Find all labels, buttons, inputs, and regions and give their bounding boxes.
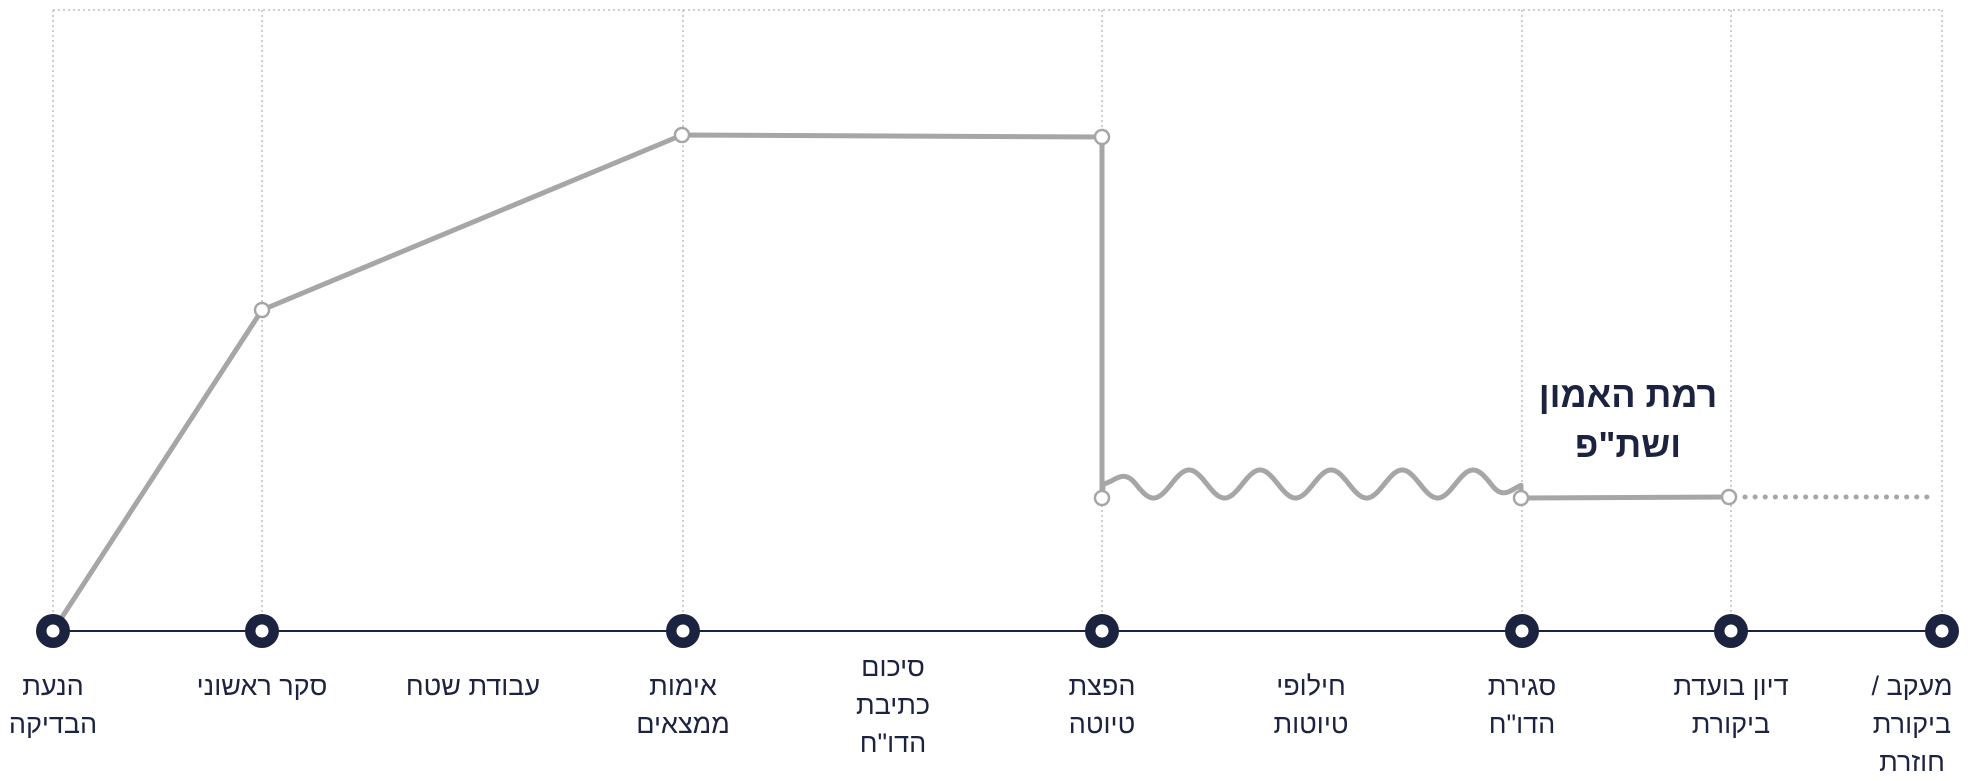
curve-node-1	[253, 301, 271, 319]
curve-node-4	[1093, 489, 1111, 507]
phase-label-2: סיכום כתיבת הדו"ח	[813, 648, 973, 762]
trust-line-flat	[1518, 494, 1732, 501]
curve-node-6	[1720, 488, 1738, 506]
milestone-label-1-line: הנעת	[22, 671, 84, 701]
milestone-label-4-line: טיוטה	[1068, 709, 1136, 739]
milestone-label-7: מעקב / ביקורת חוזרת	[1832, 667, 1987, 781]
phase-label-3-line: טיוטות	[1273, 709, 1349, 739]
phase-label-2-line: סיכום	[861, 652, 925, 682]
phase-label-2-line: הדו"ח	[859, 728, 927, 758]
phase-label-2-line: כתיבת	[855, 690, 931, 720]
trust-line-wave	[1099, 467, 1524, 501]
trust-annotation-line1: רמת האמון	[1538, 374, 1718, 415]
milestone-label-6-line: דיון בועדת	[1673, 671, 1789, 701]
milestone-label-5-line: סגירת	[1487, 671, 1557, 701]
milestone-marker-center-6	[1724, 624, 1738, 638]
phase-label-3-line: חילופי	[1276, 671, 1346, 701]
milestone-label-3-line: אימות	[649, 671, 717, 701]
trust-level-curve	[50, 126, 1935, 634]
phase-label-1: עבודת שטח	[393, 667, 553, 705]
trust-line-rise	[50, 132, 1105, 634]
milestone-marker-center-1	[46, 624, 60, 638]
phase-label-1-line: עבודת שטח	[405, 671, 541, 701]
milestone-label-2: סקר ראשוני	[182, 667, 342, 705]
milestone-label-3-line: ממצאים	[636, 709, 730, 739]
milestone-label-3: אימות ממצאים	[603, 667, 763, 743]
milestone-label-6: דיון בועדת ביקורת	[1651, 667, 1811, 743]
milestone-marker-center-2	[255, 624, 269, 638]
phase-label-3: חילופי טיוטות	[1231, 667, 1391, 743]
milestone-marker-center-7	[1935, 624, 1949, 638]
milestone-label-6-line: ביקורת	[1691, 709, 1771, 739]
milestone-label-7-line: מעקב /	[1871, 671, 1953, 701]
milestone-label-1-line: הבדיקה	[8, 709, 98, 739]
milestone-marker-center-4	[1095, 624, 1109, 638]
curve-node-5	[1512, 489, 1530, 507]
milestone-label-5: סגירת הדו"ח	[1442, 667, 1602, 743]
milestone-label-2-line: סקר ראשוני	[196, 671, 328, 701]
milestone-label-4: הפצת טיוטה	[1022, 667, 1182, 743]
milestone-marker-center-3	[676, 624, 690, 638]
milestone-marker-center-5	[1515, 624, 1529, 638]
curve-node-3	[1093, 128, 1111, 146]
trust-annotation: רמת האמון ושת"פ	[1498, 370, 1758, 470]
curve-node-2	[673, 126, 691, 144]
trust-annotation-line2: ושת"פ	[1574, 424, 1682, 465]
milestone-label-7-line: חוזרת	[1879, 747, 1945, 777]
vertical-gridlines	[52, 10, 1943, 631]
milestone-label-4-line: הפצת	[1068, 671, 1136, 701]
milestone-label-7-line: ביקורת	[1872, 709, 1952, 739]
milestone-label-1: הנעת הבדיקה	[0, 667, 133, 743]
milestone-markers	[36, 614, 1959, 648]
milestone-label-5-line: הדו"ח	[1488, 709, 1556, 739]
